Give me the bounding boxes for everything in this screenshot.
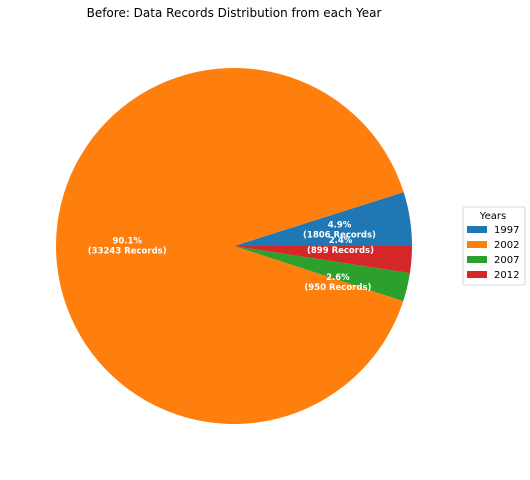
slice-percent-1997: 4.9% bbox=[328, 221, 352, 231]
slice-records-1997: (1806 Records) bbox=[303, 231, 376, 241]
pie-slice-labels: 4.9% (1806 Records) 90.1% (33243 Records) 2.… bbox=[88, 221, 376, 293]
slice-label-2007: 2.6% (950 Records) bbox=[304, 273, 371, 293]
slice-label-2002: 90.1% (33243 Records) bbox=[88, 237, 167, 257]
legend-label-2002: 2002 bbox=[494, 240, 519, 251]
legend-swatch-2007 bbox=[467, 256, 487, 263]
chart-title: Before: Data Records Distribution from e… bbox=[87, 6, 382, 20]
pie-slice-2007 bbox=[234, 246, 410, 302]
slice-percent-2007: 2.6% bbox=[326, 273, 350, 283]
legend: Years 1997 2002 2007 2012 bbox=[462, 206, 526, 286]
slice-records-2007: (950 Records) bbox=[304, 283, 371, 293]
slice-label-1997: 4.9% (1806 Records) bbox=[303, 221, 376, 241]
legend-label-2007: 2007 bbox=[494, 255, 519, 266]
pie-slice-2002 bbox=[55, 67, 404, 424]
legend-swatch-2012 bbox=[467, 271, 487, 278]
pie-slice-1997 bbox=[234, 192, 412, 246]
slice-percent-2012: 2.4% bbox=[329, 236, 353, 246]
slice-records-2002: (33243 Records) bbox=[88, 247, 167, 257]
slice-percent-2002: 90.1% bbox=[112, 237, 142, 247]
legend-label-2012: 2012 bbox=[494, 270, 519, 281]
legend-items: 1997 2002 2007 2012 bbox=[467, 225, 519, 281]
pie-slice-2012 bbox=[234, 246, 412, 274]
slice-records-2012: (899 Records) bbox=[307, 246, 374, 256]
legend-label-1997: 1997 bbox=[494, 225, 519, 236]
slice-label-2012: 2.4% (899 Records) bbox=[307, 236, 374, 256]
legend-swatch-1997 bbox=[467, 226, 487, 233]
legend-swatch-2002 bbox=[467, 241, 487, 248]
pie-slices bbox=[55, 67, 412, 424]
legend-title: Years bbox=[479, 211, 506, 222]
